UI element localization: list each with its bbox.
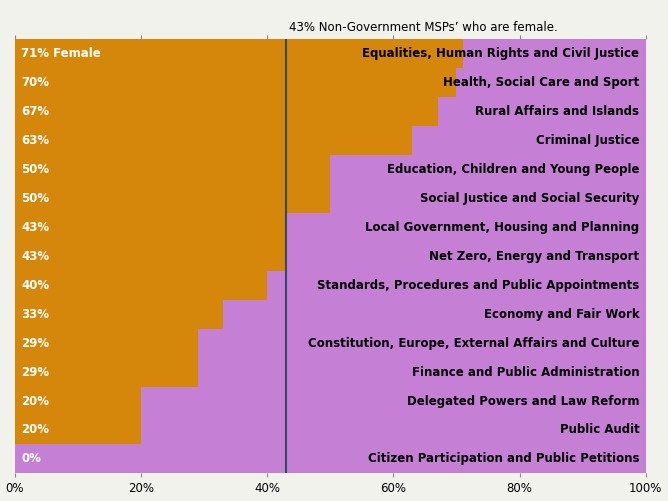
Text: Constitution, Europe, External Affairs and Culture: Constitution, Europe, External Affairs a…: [308, 337, 639, 350]
Text: 50%: 50%: [21, 163, 49, 176]
Text: 29%: 29%: [21, 366, 49, 379]
Text: 63%: 63%: [21, 134, 49, 147]
Bar: [330, 155, 646, 184]
Bar: [15, 126, 412, 155]
Bar: [141, 415, 646, 444]
Bar: [15, 155, 330, 184]
Bar: [15, 213, 286, 242]
Text: Economy and Fair Work: Economy and Fair Work: [484, 308, 639, 321]
Bar: [223, 300, 646, 329]
Text: Rural Affairs and Islands: Rural Affairs and Islands: [476, 105, 639, 118]
Text: Public Audit: Public Audit: [560, 423, 639, 436]
Text: 43%: 43%: [21, 250, 49, 263]
Text: 70%: 70%: [21, 76, 49, 89]
Bar: [15, 444, 646, 473]
Bar: [15, 242, 286, 271]
Bar: [198, 358, 646, 387]
Text: 0%: 0%: [21, 452, 41, 465]
Bar: [15, 271, 267, 300]
Text: Delegated Powers and Law Reform: Delegated Powers and Law Reform: [407, 394, 639, 407]
Bar: [15, 97, 438, 126]
Text: 40%: 40%: [21, 279, 49, 292]
Bar: [15, 358, 198, 387]
Bar: [463, 39, 646, 68]
Text: Finance and Public Administration: Finance and Public Administration: [412, 366, 639, 379]
Text: Health, Social Care and Sport: Health, Social Care and Sport: [443, 76, 639, 89]
Bar: [286, 213, 646, 242]
Text: 20%: 20%: [21, 394, 49, 407]
Text: 67%: 67%: [21, 105, 49, 118]
Text: 43% Non-Government MSPs’ who are female.: 43% Non-Government MSPs’ who are female.: [289, 21, 558, 34]
Text: Criminal Justice: Criminal Justice: [536, 134, 639, 147]
Bar: [412, 126, 646, 155]
Bar: [330, 184, 646, 213]
Text: Net Zero, Energy and Transport: Net Zero, Energy and Transport: [430, 250, 639, 263]
Bar: [286, 242, 646, 271]
Text: Citizen Participation and Public Petitions: Citizen Participation and Public Petitio…: [368, 452, 639, 465]
Bar: [15, 329, 198, 358]
Text: 29%: 29%: [21, 337, 49, 350]
Text: Education, Children and Young People: Education, Children and Young People: [387, 163, 639, 176]
Text: 20%: 20%: [21, 423, 49, 436]
Bar: [15, 184, 330, 213]
Bar: [141, 387, 646, 415]
Text: Local Government, Housing and Planning: Local Government, Housing and Planning: [365, 221, 639, 234]
Text: 71% Female: 71% Female: [21, 47, 101, 60]
Bar: [15, 39, 463, 68]
Bar: [267, 271, 646, 300]
Bar: [15, 387, 141, 415]
Text: Standards, Procedures and Public Appointments: Standards, Procedures and Public Appoint…: [317, 279, 639, 292]
Text: 50%: 50%: [21, 192, 49, 205]
Bar: [456, 68, 646, 97]
Bar: [198, 329, 646, 358]
Bar: [15, 300, 223, 329]
Text: 43%: 43%: [21, 221, 49, 234]
Bar: [15, 415, 141, 444]
Text: 33%: 33%: [21, 308, 49, 321]
Bar: [15, 68, 456, 97]
Text: Equalities, Human Rights and Civil Justice: Equalities, Human Rights and Civil Justi…: [363, 47, 639, 60]
Bar: [438, 97, 646, 126]
Text: Social Justice and Social Security: Social Justice and Social Security: [420, 192, 639, 205]
